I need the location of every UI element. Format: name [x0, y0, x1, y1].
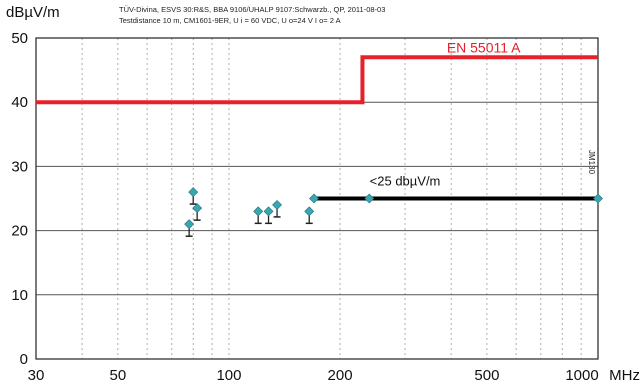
measurement-point: [184, 219, 195, 230]
test-header-line-2: Testdistance 10 m, CM1601-9ER, U i = 60 …: [119, 16, 341, 25]
x-tick-label: 30: [28, 367, 45, 384]
measurement-point: [364, 193, 375, 204]
measurement-point: [309, 193, 319, 204]
measurement-point: [593, 193, 603, 204]
y-tick-label: 20: [11, 223, 28, 240]
y-tick-label: 30: [11, 158, 28, 175]
limit-line-en55011a: [36, 55, 598, 105]
measurement-point: [304, 206, 315, 217]
limit-line-label: EN 55011 A: [447, 39, 521, 55]
measurement-point: [272, 199, 282, 210]
measured-max-label: <25 dbµV/m: [370, 174, 441, 189]
x-tick-label: 100: [216, 367, 241, 384]
y-axis-unit-label: dBµV/m: [6, 4, 60, 21]
x-tick-label: 50: [110, 367, 127, 384]
y-tick-label: 0: [20, 351, 28, 368]
test-header-line-1: TÜV-Divina, ESVS 30:R&S, BBA 9106/UHALP …: [119, 5, 386, 14]
measurement-point: [263, 206, 274, 217]
y-tick-label: 40: [11, 94, 28, 111]
measurement-point: [253, 206, 264, 217]
x-tick-label: 1000: [565, 367, 598, 384]
measurement-point: [188, 187, 199, 198]
y-tick-label: 50: [11, 30, 28, 47]
x-axis-unit-label: MHz: [609, 367, 640, 384]
measurement-point: [192, 203, 203, 214]
x-tick-label: 200: [328, 367, 353, 384]
x-tick-label: 500: [474, 367, 499, 384]
y-tick-label: 10: [11, 287, 28, 304]
